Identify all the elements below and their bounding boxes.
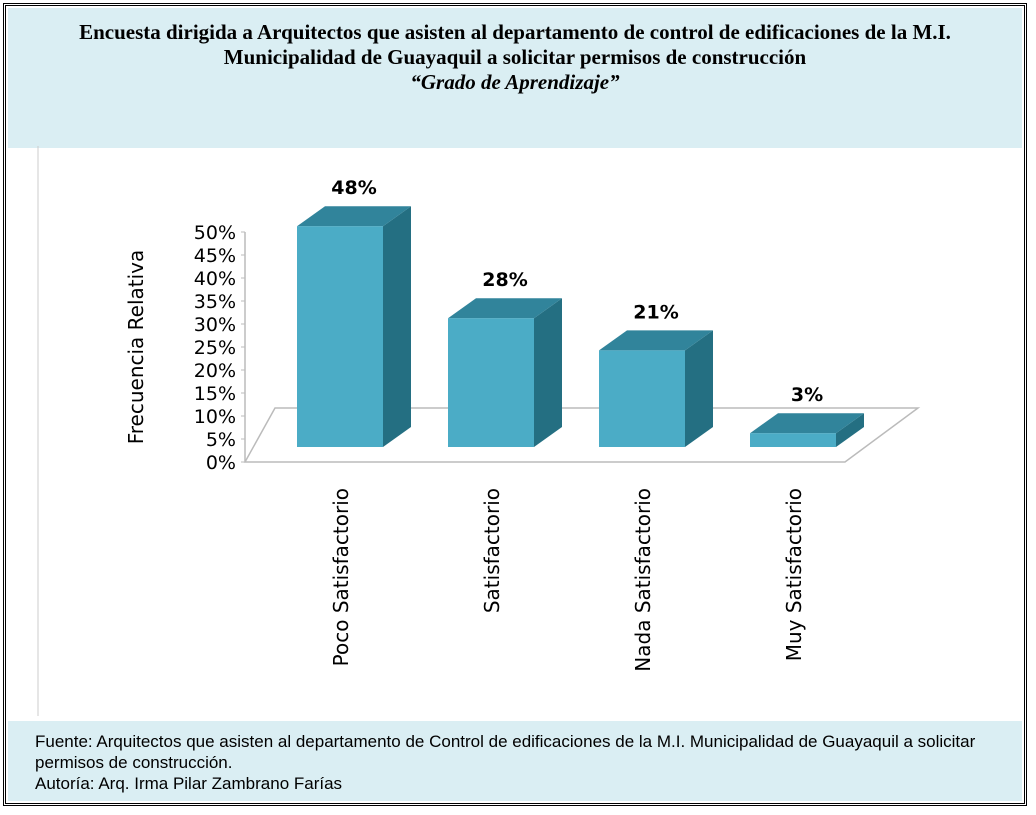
bar bbox=[448, 318, 534, 447]
header: Encuesta dirigida a Arquitectos que asis… bbox=[8, 8, 1022, 148]
bar-top bbox=[297, 206, 411, 227]
x-tick-label: Satisfactorio bbox=[480, 488, 504, 613]
bar-top bbox=[750, 413, 864, 434]
y-tick-label: 15% bbox=[194, 383, 236, 405]
footer: Fuente: Arquitectos que asisten al depar… bbox=[8, 721, 1022, 801]
x-tick-label: Nada Satisfactorio bbox=[631, 488, 655, 672]
bar-side bbox=[685, 330, 713, 447]
y-tick-label: 40% bbox=[194, 268, 236, 290]
data-label: 48% bbox=[331, 177, 376, 199]
data-label: 28% bbox=[482, 269, 527, 291]
frame: Encuesta dirigida a Arquitectos que asis… bbox=[3, 3, 1027, 806]
y-tick-label: 0% bbox=[206, 452, 236, 474]
bar-side bbox=[534, 298, 562, 447]
y-tick-label: 50% bbox=[194, 222, 236, 244]
bar-top bbox=[599, 330, 713, 351]
y-tick-label: 25% bbox=[194, 337, 236, 359]
bar bbox=[599, 350, 685, 447]
chart-subtitle: “Grado de Aprendizaje” bbox=[410, 70, 620, 94]
y-tick-label: 10% bbox=[194, 406, 236, 428]
bar-side bbox=[383, 206, 411, 447]
y-tick-label: 45% bbox=[194, 245, 236, 267]
bar-top bbox=[448, 298, 562, 319]
y-axis-label: Frecuencia Relativa bbox=[124, 250, 148, 445]
floor bbox=[243, 407, 921, 463]
chart-title: Encuesta dirigida a Arquitectos que asis… bbox=[79, 20, 951, 69]
source: Fuente: Arquitectos que asisten al depar… bbox=[35, 732, 976, 772]
data-label: 3% bbox=[791, 384, 823, 406]
y-tick-label: 30% bbox=[194, 314, 236, 336]
y-tick-label: 20% bbox=[194, 360, 236, 382]
y-tick-label: 5% bbox=[206, 429, 236, 451]
y-tick-label: 35% bbox=[194, 291, 236, 313]
data-label: 21% bbox=[633, 301, 678, 323]
bar bbox=[750, 433, 836, 447]
author: Autoría: Arq. Irma Pilar Zambrano Farías bbox=[35, 774, 343, 793]
bar bbox=[297, 226, 383, 447]
x-tick-label: Muy Satisfactorio bbox=[782, 488, 806, 661]
bar-side bbox=[836, 413, 864, 447]
x-tick-label: Poco Satisfactorio bbox=[329, 488, 353, 666]
